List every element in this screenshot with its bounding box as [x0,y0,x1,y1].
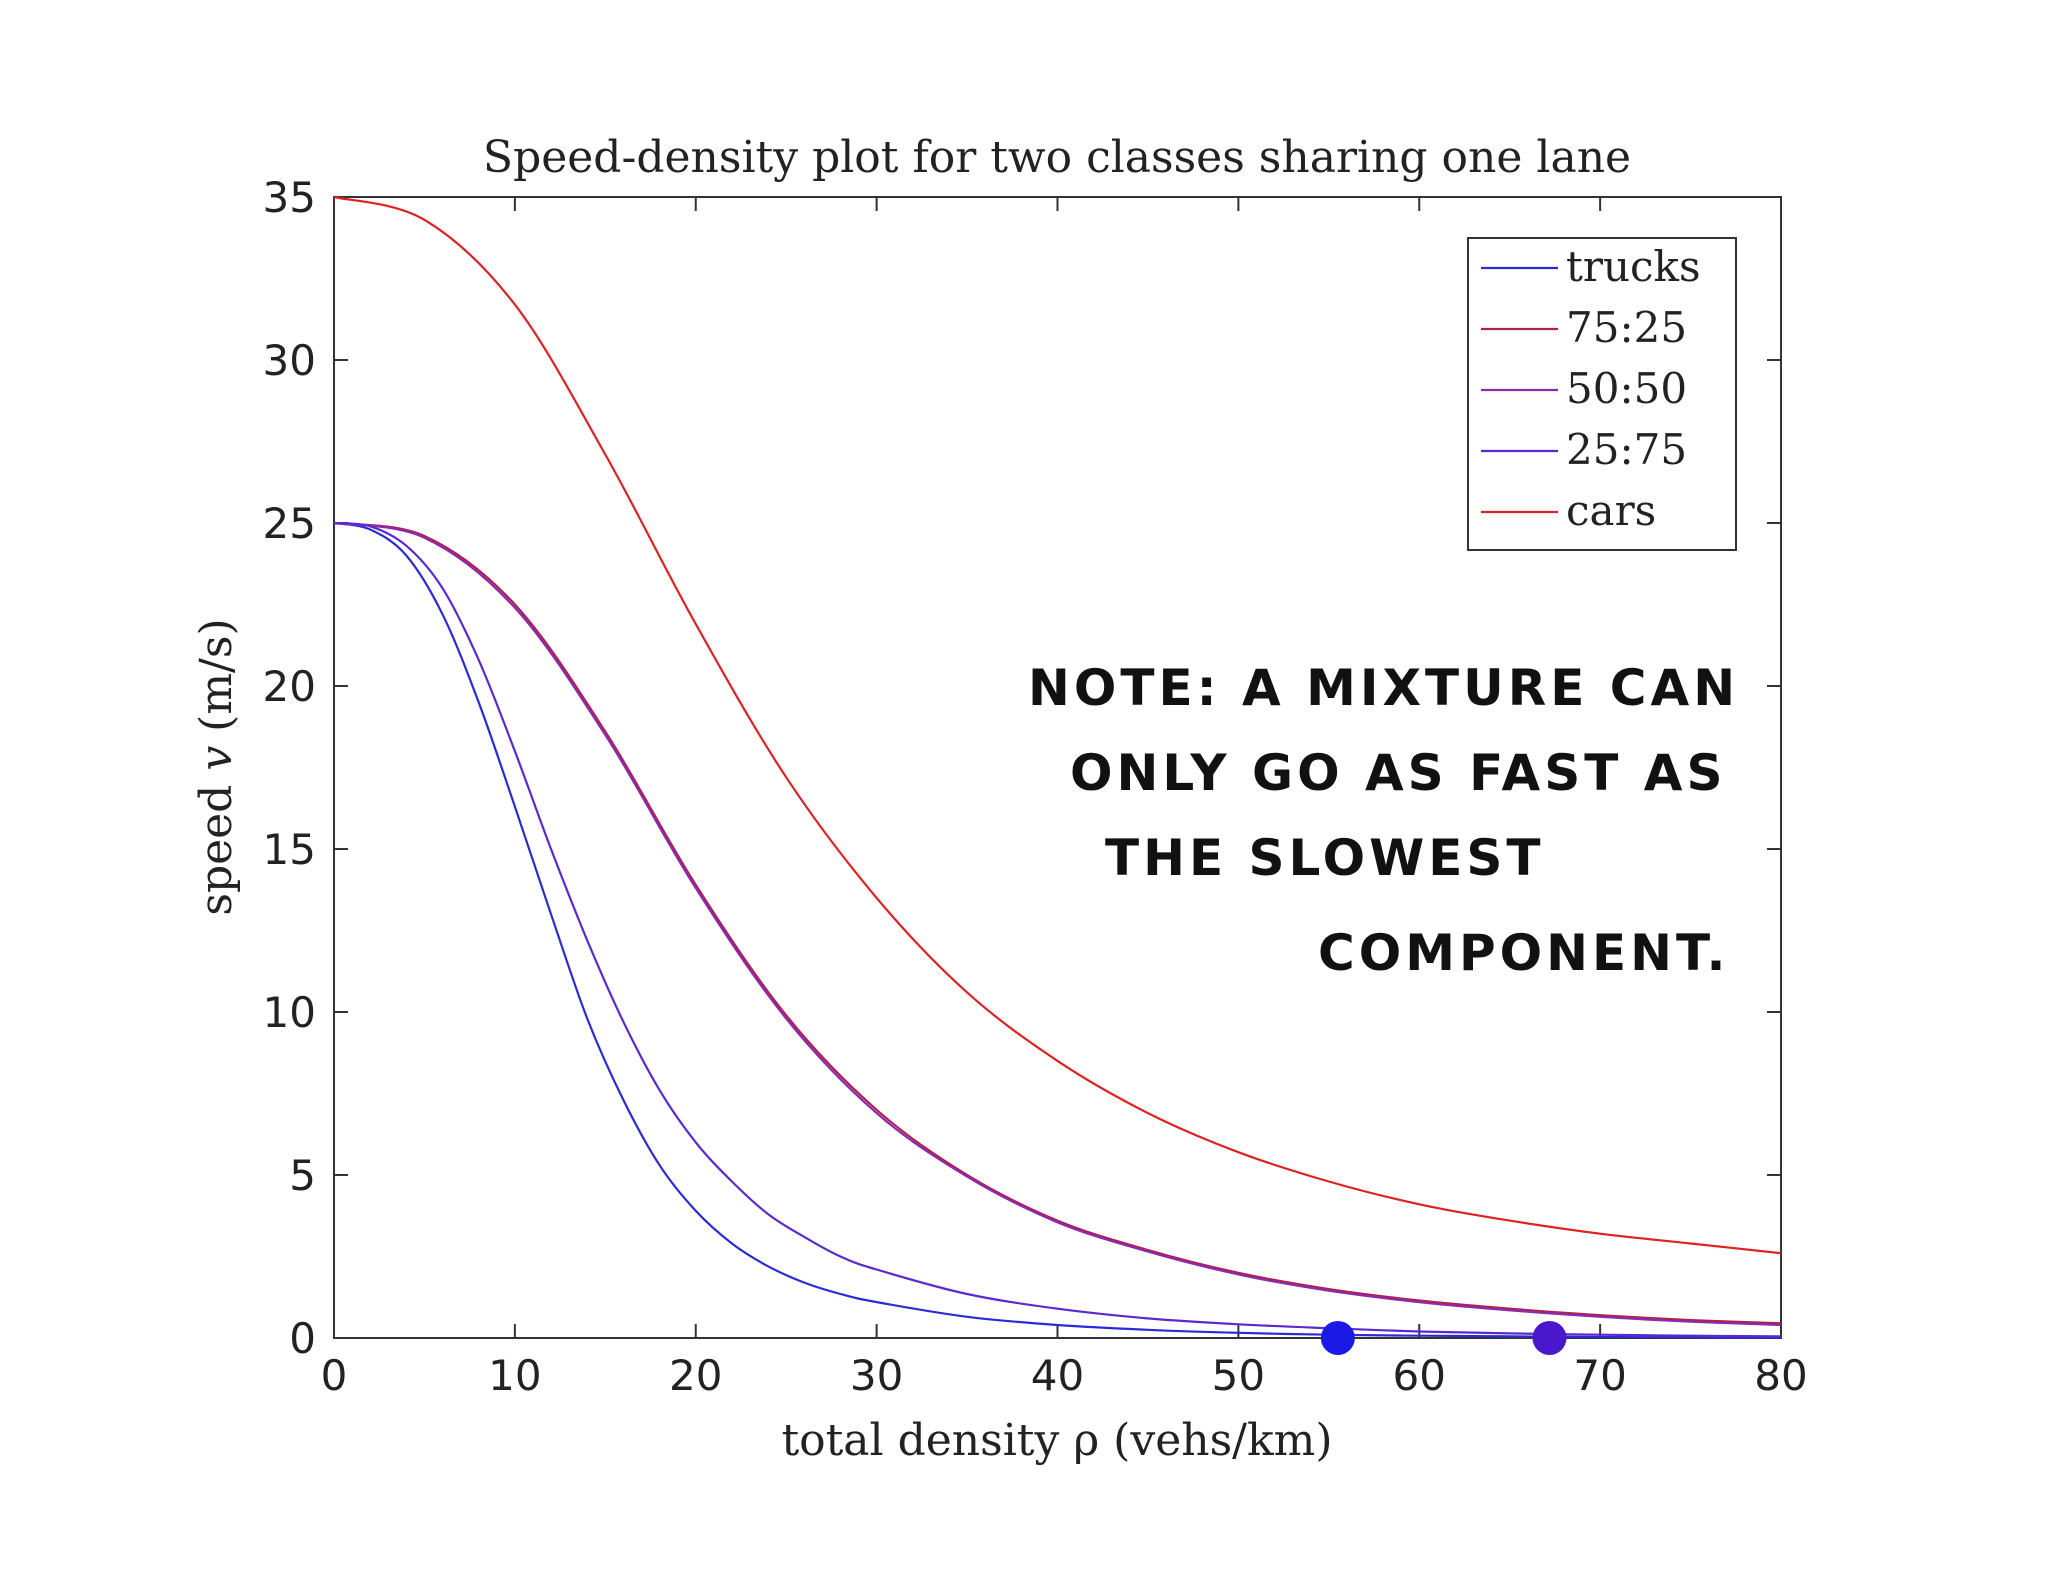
y-tick-label: 30 [263,336,316,385]
note-line-1: NOTE: A MIXTURE CAN [1028,659,1739,717]
series-line-0 [333,521,1782,1339]
legend-label-1: 75:25 [1566,303,1687,352]
y-tick-label: 0 [289,1314,316,1363]
legend: trucks 75:25 50:50 25:75 cars [1467,237,1737,551]
x-axis-label: total density ρ (vehs/km) [781,1415,1332,1466]
x-tick-label: 10 [488,1351,541,1400]
series-line-3 [333,521,1782,1338]
y-tick-labels: 0 5 10 15 20 25 30 35 [263,173,316,1363]
series-line-2 [333,521,1782,1327]
x-tick-label: 60 [1393,1351,1446,1400]
y-axis-label: speed v (m/s) [191,618,242,915]
x-tick-label: 80 [1754,1351,1807,1400]
y-tick-label: 15 [263,825,316,874]
x-tick-label: 0 [321,1351,348,1400]
legend-label-3: 25:75 [1566,425,1687,474]
x-tick-label: 50 [1212,1351,1265,1400]
x-tick-label: 20 [669,1351,722,1400]
series-line-1 [333,521,1782,1325]
y-tick-label: 35 [263,173,316,222]
point-marker-1 [1532,1321,1567,1355]
legend-label-2: 50:50 [1566,364,1687,413]
chart-title: Speed-density plot for two classes shari… [483,132,1631,183]
x-tick-label: 40 [1031,1351,1084,1400]
point-marker-0 [1320,1321,1355,1355]
y-tick-label: 25 [263,499,316,548]
y-tick-label: 5 [289,1151,316,1200]
axis-ticks [333,196,1782,1339]
note-line-3: THE SLOWEST [1105,829,1545,887]
legend-label-4: cars [1566,486,1656,535]
point-markers [1320,1321,1567,1355]
x-tick-label: 30 [850,1351,903,1400]
series-lines [333,195,1782,1339]
legend-box [1467,237,1737,551]
x-tick-label: 70 [1573,1351,1626,1400]
note-line-2: ONLY GO AS FAST AS [1070,744,1726,802]
y-tick-label: 10 [263,988,316,1037]
legend-label-0: trucks [1566,242,1701,291]
series-line-4 [333,195,1782,1255]
handwritten-note: NOTE: A MIXTURE CAN ONLY GO AS FAST AS T… [1028,659,1739,982]
y-tick-label: 20 [263,662,316,711]
x-tick-labels: 0 10 20 30 40 50 60 70 80 [321,1351,1808,1400]
note-line-4: COMPONENT. [1318,924,1729,982]
